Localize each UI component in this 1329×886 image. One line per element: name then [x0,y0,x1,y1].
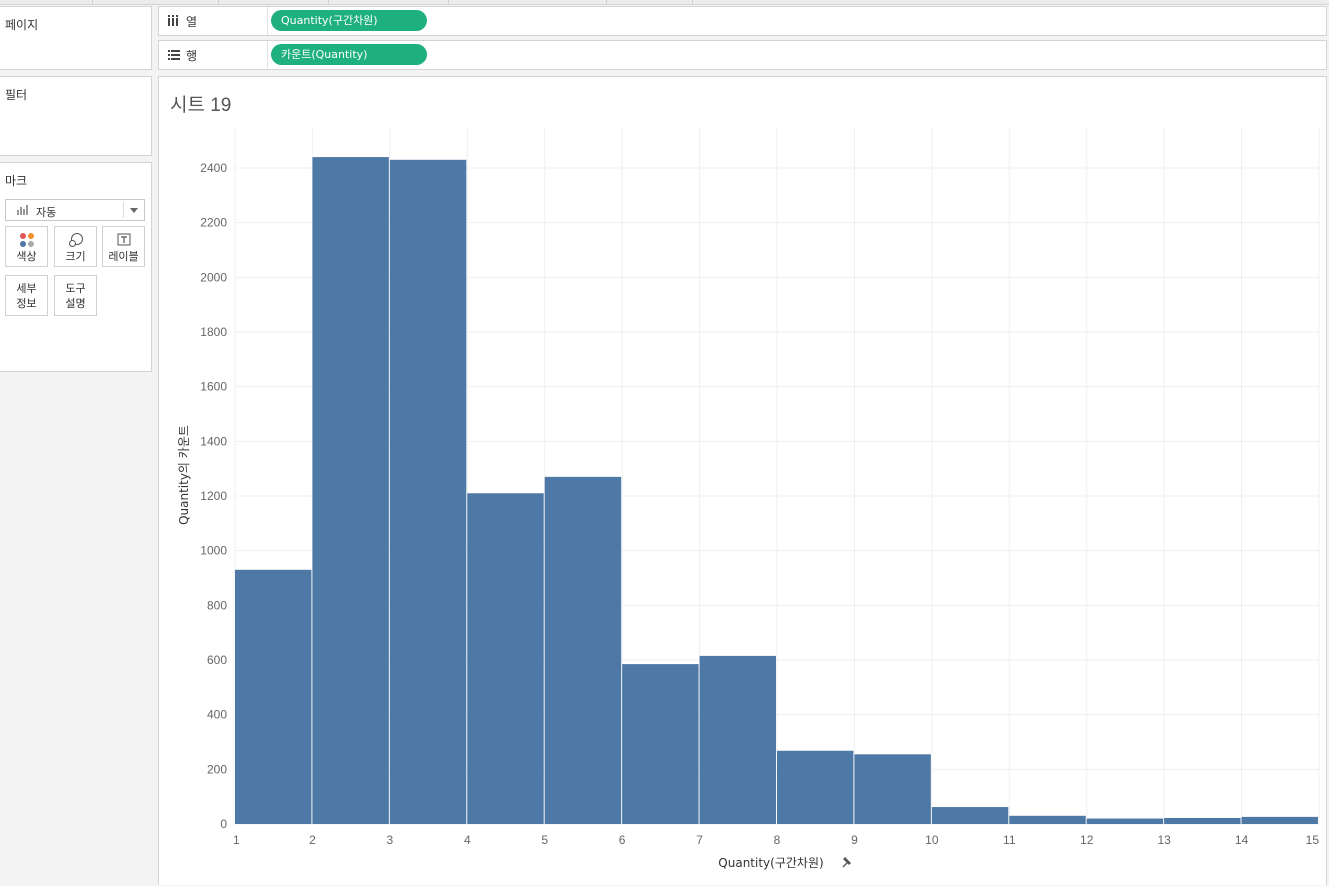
x-tick-label: 3 [387,833,394,847]
marks-title: 마크 [5,174,28,188]
y-tick-label: 400 [207,708,227,722]
histogram-bar[interactable] [312,157,389,825]
pin-icon[interactable] [842,857,851,868]
rows-shelf-label: 행 [159,41,268,69]
histogram-bar[interactable] [1009,815,1086,824]
size-icon [68,233,83,247]
y-tick-label: 1200 [200,489,227,503]
histogram-bar[interactable] [1164,817,1241,824]
columns-shelf[interactable]: 열 Quantity(구간차원) [158,6,1327,36]
x-tick-label: 4 [464,833,471,847]
y-tick-label: 800 [207,598,227,612]
y-tick-label: 1000 [200,544,227,558]
y-axis-title: Quantity의 카운트 [177,425,191,525]
histogram-bar[interactable] [1086,818,1164,824]
histogram-bar[interactable] [1241,816,1318,824]
rows-shelf[interactable]: 행 카운트(Quantity) [158,40,1327,70]
rows-icon [168,50,180,60]
pages-title: 페이지 [5,18,39,32]
filters-card[interactable]: 필터 [0,76,152,156]
worksheet-view: 시트 19 0 200 400 600 800 1000 1200 1400 1600 1800 2… [158,76,1327,885]
y-tick-label: 0 [220,817,227,831]
histogram-bar[interactable] [699,655,776,824]
filters-title: 필터 [5,88,28,102]
x-tick-label: 8 [774,833,781,847]
x-tick-label: 15 [1306,833,1320,847]
histogram-bar[interactable] [389,159,467,825]
chevron-down-icon [130,208,138,213]
y-tick-label: 1800 [200,325,227,339]
columns-pill[interactable]: Quantity(구간차원) [271,10,427,31]
detail-line2: 정보 [16,297,37,310]
bar-chart-icon [17,205,29,215]
text-label-icon [117,233,130,246]
histogram-chart: 0 200 400 600 800 1000 1200 1400 1600 1800 2000 220… [177,127,1320,870]
x-tick-label: 11 [1003,833,1016,847]
y-tick-label: 1600 [200,380,227,394]
x-tick-label: 2 [309,833,316,847]
color-button-label: 색상 [16,250,37,263]
label-button-label: 레이블 [108,250,139,263]
x-tick-label: 12 [1080,833,1094,847]
y-tick-label: 600 [207,653,227,667]
x-axis-title: Quantity(구간차원) [718,856,823,870]
sheet-title: 시트 19 [170,95,232,116]
x-tick-label: 1 [233,833,240,847]
detail-line1: 세부 [16,282,37,295]
size-button[interactable]: 크기 [54,226,97,267]
histogram-bar[interactable] [544,476,622,824]
y-tick-label: 1400 [200,434,227,448]
histogram-bar[interactable] [931,807,1009,824]
histogram-bar[interactable] [467,493,544,824]
histogram-bar[interactable] [777,750,854,824]
histogram-bar[interactable] [854,754,931,824]
pages-card[interactable]: 페이지 [0,6,152,70]
x-tick-label: 7 [696,833,703,847]
color-dots-icon [19,233,34,247]
label-button[interactable]: 레이블 [102,226,145,267]
mark-type-dropdown[interactable]: 자동 [5,199,145,221]
x-tick-label: 14 [1235,833,1249,847]
histogram-bar[interactable] [622,664,699,824]
y-tick-label: 2200 [200,216,227,230]
rows-pill[interactable]: 카운트(Quantity) [271,44,427,65]
tooltip-line1: 도구 [65,282,86,295]
x-tick-label: 13 [1157,833,1171,847]
columns-icon [168,15,178,26]
x-tick-label: 6 [619,833,626,847]
dropdown-divider [123,202,124,218]
mark-type-label: 자동 [36,206,57,219]
columns-shelf-label: 열 [159,7,268,35]
top-tab-strip [0,0,1329,5]
y-tick-label: 2000 [200,270,227,284]
x-tick-label: 9 [851,833,858,847]
x-tick-label: 10 [925,833,939,847]
y-tick-label: 2400 [200,161,227,175]
color-button[interactable]: 색상 [5,226,48,267]
columns-label-text: 열 [186,15,198,29]
tooltip-line2: 설명 [65,297,86,310]
size-button-label: 크기 [65,250,86,263]
y-tick-label: 200 [207,762,227,776]
x-tick-label: 5 [541,833,548,847]
rows-label-text: 행 [186,49,198,63]
histogram-bar[interactable] [235,569,312,824]
